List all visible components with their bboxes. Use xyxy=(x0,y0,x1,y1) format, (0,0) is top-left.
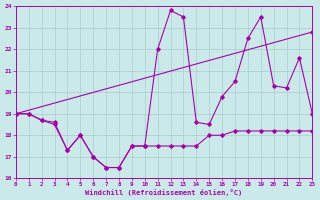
X-axis label: Windchill (Refroidissement éolien,°C): Windchill (Refroidissement éolien,°C) xyxy=(85,189,243,196)
